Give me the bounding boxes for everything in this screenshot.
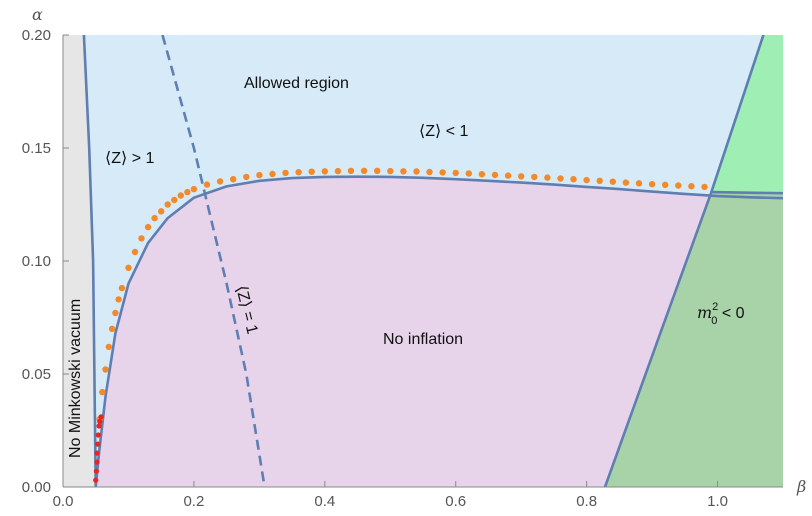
label-allowed-region: Allowed region (244, 75, 349, 92)
scatter-point-orange (609, 178, 616, 185)
x-tick-label: 1.0 (707, 493, 728, 510)
scatter-point-orange (675, 182, 682, 189)
scatter-point-orange (374, 167, 381, 174)
x-tick-label: 0.8 (576, 493, 597, 510)
scatter-point-orange (648, 181, 656, 188)
scatter-point-orange (491, 171, 499, 179)
scatter-point-orange (662, 181, 669, 188)
scatter-point-orange (282, 169, 289, 177)
scatter-point-orange (105, 343, 113, 351)
scatter-point-orange (144, 223, 152, 231)
scatter-point-orange (131, 248, 139, 256)
label-no-inflation: No inflation (383, 331, 463, 348)
scatter-point-orange (557, 175, 564, 182)
scatter-point-orange (426, 168, 433, 176)
scatter-point-orange (465, 170, 472, 177)
y-tick-label: 0.00 (22, 479, 51, 496)
y-axis-label: α (32, 5, 43, 24)
curve-upper-right-boundary (710, 190, 783, 195)
scatter-point-orange (439, 169, 446, 176)
scatter-point-orange (164, 201, 171, 208)
scatter-point-orange (125, 264, 132, 271)
scatter-point-red (94, 459, 100, 465)
scatter-point-red (96, 423, 102, 429)
scatter-point-orange (171, 196, 178, 204)
region-upper-right (711, 35, 783, 194)
scatter-point-orange (295, 169, 302, 176)
scatter-point-orange (596, 177, 603, 184)
scatter-point-red (93, 477, 99, 483)
scatter-point-red (94, 450, 100, 456)
scatter-point-orange (360, 167, 368, 174)
scatter-point-orange (99, 388, 106, 396)
label-z-less-1: ⟨Z⟩ < 1 (419, 123, 468, 140)
scatter-point-orange (118, 284, 126, 292)
curve-mass-boundary (603, 35, 765, 487)
scatter-point-orange (334, 167, 342, 175)
scatter-points (93, 167, 708, 483)
scatter-point-orange (230, 176, 237, 183)
scatter-point-orange (216, 178, 224, 185)
scatter-point-orange (504, 172, 512, 179)
region-no-minkowski-vacuum (63, 35, 96, 487)
label-z-greater-1: ⟨Z⟩ > 1 (105, 150, 154, 167)
x-tick-label: 0.2 (183, 493, 204, 510)
scatter-point-red (95, 432, 101, 438)
scatter-point-orange (452, 169, 459, 177)
scatter-point-orange (115, 296, 122, 303)
scatter-point-orange (256, 171, 263, 179)
scatter-point-orange (108, 325, 116, 332)
label-no-minkowski-vacuum: No Minkowski vacuum (67, 299, 84, 458)
scatter-point-orange (701, 183, 708, 191)
scatter-point-orange (531, 173, 538, 181)
scatter-point-orange (321, 168, 328, 175)
boundary-curves (82, 35, 783, 487)
scatter-point-orange (243, 173, 250, 181)
y-tick-label: 0.05 (22, 366, 51, 383)
scatter-point-orange (138, 235, 145, 242)
y-tick-label: 0.15 (22, 140, 51, 157)
x-tick-label: 0.4 (314, 493, 335, 510)
x-axis-label: β (796, 477, 806, 496)
scatter-point-orange (269, 170, 276, 178)
scatter-point-red (93, 468, 99, 474)
region-no-inflation (95, 176, 783, 487)
scatter-point-orange (203, 181, 211, 188)
y-tick-label: 0.20 (22, 27, 51, 44)
scatter-point-orange (478, 171, 486, 178)
scatter-point-orange (400, 168, 407, 175)
scatter-point-orange (151, 214, 158, 222)
plot-area (63, 35, 783, 487)
axis-ticks: 0.0 0.2 0.4 0.6 0.8 1.0 0.00 0.05 0.10 0.15 0.20 (22, 27, 728, 510)
scatter-point-orange (544, 174, 551, 181)
scatter-point-orange (308, 168, 315, 175)
y-tick-label: 0.10 (22, 253, 51, 270)
scatter-point-orange (102, 366, 109, 373)
scatter-point-orange (583, 176, 590, 184)
scatter-point-orange (622, 179, 630, 186)
scatter-point-orange (177, 192, 184, 199)
curve-no-inflation-boundary (94, 175, 783, 487)
scatter-point-orange (688, 183, 695, 190)
scatter-point-orange (413, 168, 420, 175)
scatter-point-red (95, 441, 101, 447)
curve-minkowski-boundary (82, 35, 97, 487)
scatter-point-red (98, 414, 104, 420)
scatter-point-orange (112, 309, 119, 317)
scatter-point-orange (347, 167, 355, 174)
curve-Z-equals-1 (161, 35, 266, 487)
scatter-point-orange (184, 188, 191, 196)
scatter-point-orange (518, 173, 525, 180)
x-tick-label: 0.0 (53, 493, 74, 510)
scatter-point-orange (387, 167, 394, 175)
x-tick-label: 0.6 (445, 493, 466, 510)
scatter-point-orange (158, 208, 165, 215)
scatter-point-orange (190, 185, 198, 193)
scatter-point-orange (635, 180, 643, 187)
scatter-point-red (97, 418, 103, 425)
label-negative-mass: m2 0 < 0 (697, 301, 745, 327)
scatter-point-orange (570, 176, 577, 183)
region-negative-mass (604, 193, 783, 487)
